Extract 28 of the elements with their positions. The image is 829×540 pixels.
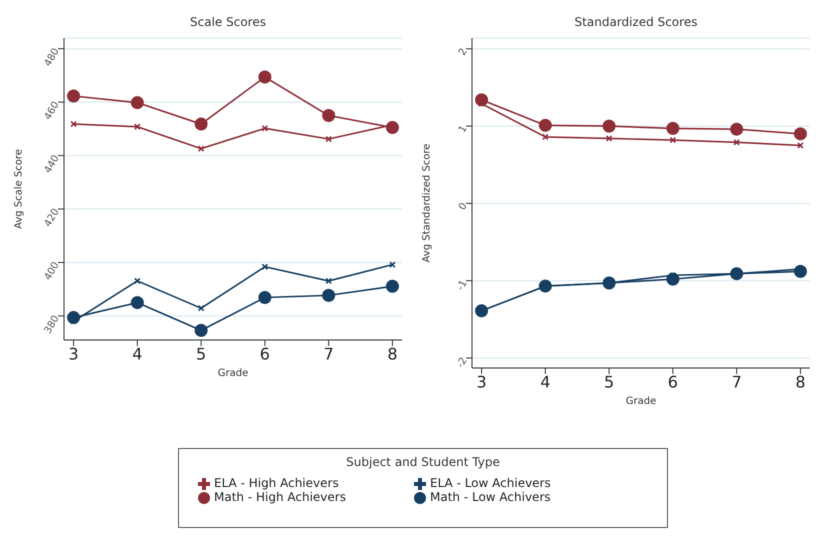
y-tick-label: -2: [455, 356, 470, 370]
x-tick-label: 5: [604, 372, 614, 392]
chart-title: Scale Scores: [190, 15, 266, 29]
y-tick-label: 2: [456, 46, 470, 58]
x-tick-label: 3: [68, 344, 79, 364]
x-tick-label: 7: [732, 372, 742, 392]
chart-title: Standardized Scores: [574, 15, 698, 29]
legend-label: ELA - High Achievers: [214, 476, 340, 490]
x-axis-title: Grade: [626, 396, 656, 407]
x-tick-label: 8: [387, 344, 398, 364]
y-tick-label: 1: [456, 124, 470, 135]
y-tick-label: 0: [456, 201, 470, 212]
legend-label: ELA - Low Achievers: [430, 476, 552, 490]
x-axis-title: Grade: [218, 368, 248, 379]
x-tick-label: 6: [260, 344, 270, 364]
y-tick-label: -1: [455, 278, 470, 293]
x-tick-label: 5: [196, 344, 206, 364]
x-tick-label: 6: [668, 372, 678, 392]
x-tick-label: 8: [795, 372, 806, 392]
y-axis-title: Avg Standardized Score: [422, 144, 433, 262]
x-tick-label: 7: [324, 344, 334, 364]
x-tick-label: 3: [476, 372, 487, 392]
x-tick-label: 4: [132, 344, 142, 364]
legend-title: Subject and Student Type: [345, 455, 501, 469]
legend-label: Math - High Achievers: [214, 490, 347, 504]
legend-label: Math - Low Achivers: [430, 490, 552, 504]
y-axis-title: Avg Scale Score: [14, 149, 25, 229]
x-tick-label: 4: [540, 372, 550, 392]
